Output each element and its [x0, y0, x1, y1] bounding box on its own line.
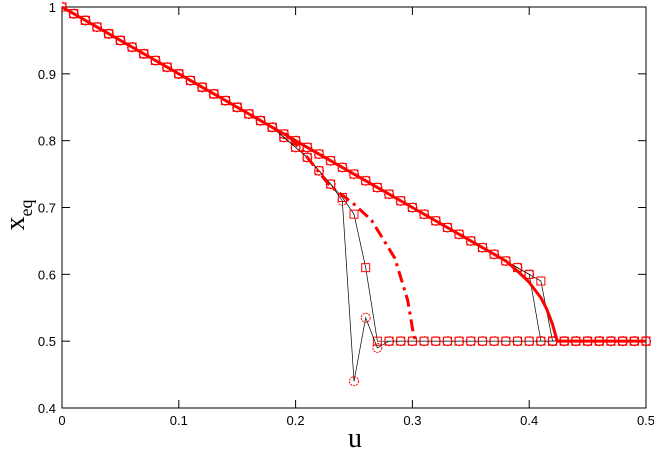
circle-marker: [115, 35, 126, 46]
square-marker: [337, 162, 347, 172]
plot-area: [62, 2, 651, 387]
solid-line: [62, 5, 646, 343]
y-tick-label: 0.9: [38, 67, 56, 82]
circle-marker: [173, 68, 184, 79]
circle-marker: [430, 336, 441, 347]
square-marker: [349, 209, 359, 219]
dashdot-line: [288, 136, 418, 342]
square-marker: [361, 263, 371, 273]
circle-marker: [419, 336, 430, 347]
x-tick-label: 0.4: [520, 413, 538, 428]
y-tick-label: 0.7: [38, 201, 56, 216]
circle-marker: [162, 62, 173, 73]
y-axis-label-sub: eq: [16, 200, 36, 217]
y-tick-label: 0.6: [38, 267, 56, 282]
circle-marker: [477, 336, 488, 347]
circle-marker: [197, 82, 208, 93]
x-tick-label: 0.5: [637, 413, 654, 428]
circle-marker: [232, 102, 243, 113]
circle-marker: [360, 312, 371, 323]
plot-frame: [61, 6, 647, 409]
square-marker: [431, 216, 441, 226]
circle-marker: [512, 336, 523, 347]
square-marker: [384, 189, 394, 199]
square-marker: [466, 236, 476, 246]
square-marker: [419, 209, 429, 219]
square-marker: [407, 203, 417, 212]
y-tick-label: 0.4: [38, 401, 56, 416]
series-line: [62, 6, 646, 382]
circle-marker: [208, 88, 219, 99]
circle-marker: [372, 342, 383, 353]
circle-marker: [127, 42, 138, 53]
square-marker: [489, 249, 499, 259]
x-tick-label: 0: [58, 413, 65, 428]
circle-marker: [454, 336, 465, 347]
circle-marker: [407, 336, 418, 347]
circle-marker: [524, 336, 535, 347]
square-marker: [442, 223, 452, 233]
y-axis-label-main: x: [0, 217, 31, 231]
circle-marker: [325, 179, 336, 190]
y-axis-label: xeq: [0, 200, 36, 231]
circle-marker: [80, 15, 91, 26]
circle-marker: [255, 115, 266, 126]
square-marker: [454, 229, 464, 239]
circle-marker: [465, 336, 476, 347]
y-tick-label: 1: [49, 0, 56, 15]
circle-marker: [62, 2, 67, 12]
circle-marker: [500, 336, 511, 347]
circle-marker: [92, 22, 103, 33]
square-marker: [372, 336, 382, 346]
square-marker: [524, 269, 534, 279]
square-marker: [349, 169, 359, 179]
circle-marker: [384, 336, 395, 347]
circle-marker: [138, 48, 149, 59]
circle-marker: [185, 75, 196, 86]
circle-marker: [349, 376, 359, 387]
square-marker: [326, 156, 336, 166]
x-tick-label: 0.2: [287, 413, 305, 428]
square-marker: [314, 149, 324, 159]
circle-marker: [220, 95, 231, 106]
circle-marker: [267, 122, 278, 133]
x-axis-label: u: [348, 423, 362, 453]
circle-marker: [337, 195, 348, 206]
circle-marker: [103, 28, 114, 39]
square-marker: [396, 196, 406, 206]
x-tick-label: 0.3: [403, 413, 421, 428]
square-marker: [536, 276, 546, 286]
square-marker: [501, 256, 511, 266]
circle-marker: [442, 336, 453, 347]
y-tick-label: 0.8: [38, 134, 56, 149]
circle-marker: [395, 336, 406, 347]
circle-marker: [243, 108, 254, 119]
circle-marker: [290, 142, 301, 153]
circle-marker: [68, 8, 79, 19]
square-marker: [361, 176, 371, 186]
square-marker: [372, 182, 382, 192]
circle-marker: [489, 336, 500, 347]
circle-marker: [302, 152, 313, 163]
circle-marker: [150, 55, 161, 66]
circle-marker: [313, 165, 324, 176]
x-tick-label: 0.1: [170, 413, 188, 428]
circle-marker: [535, 336, 546, 347]
square-marker: [477, 243, 487, 253]
square-marker: [302, 142, 312, 152]
y-tick-label: 0.5: [38, 334, 56, 349]
